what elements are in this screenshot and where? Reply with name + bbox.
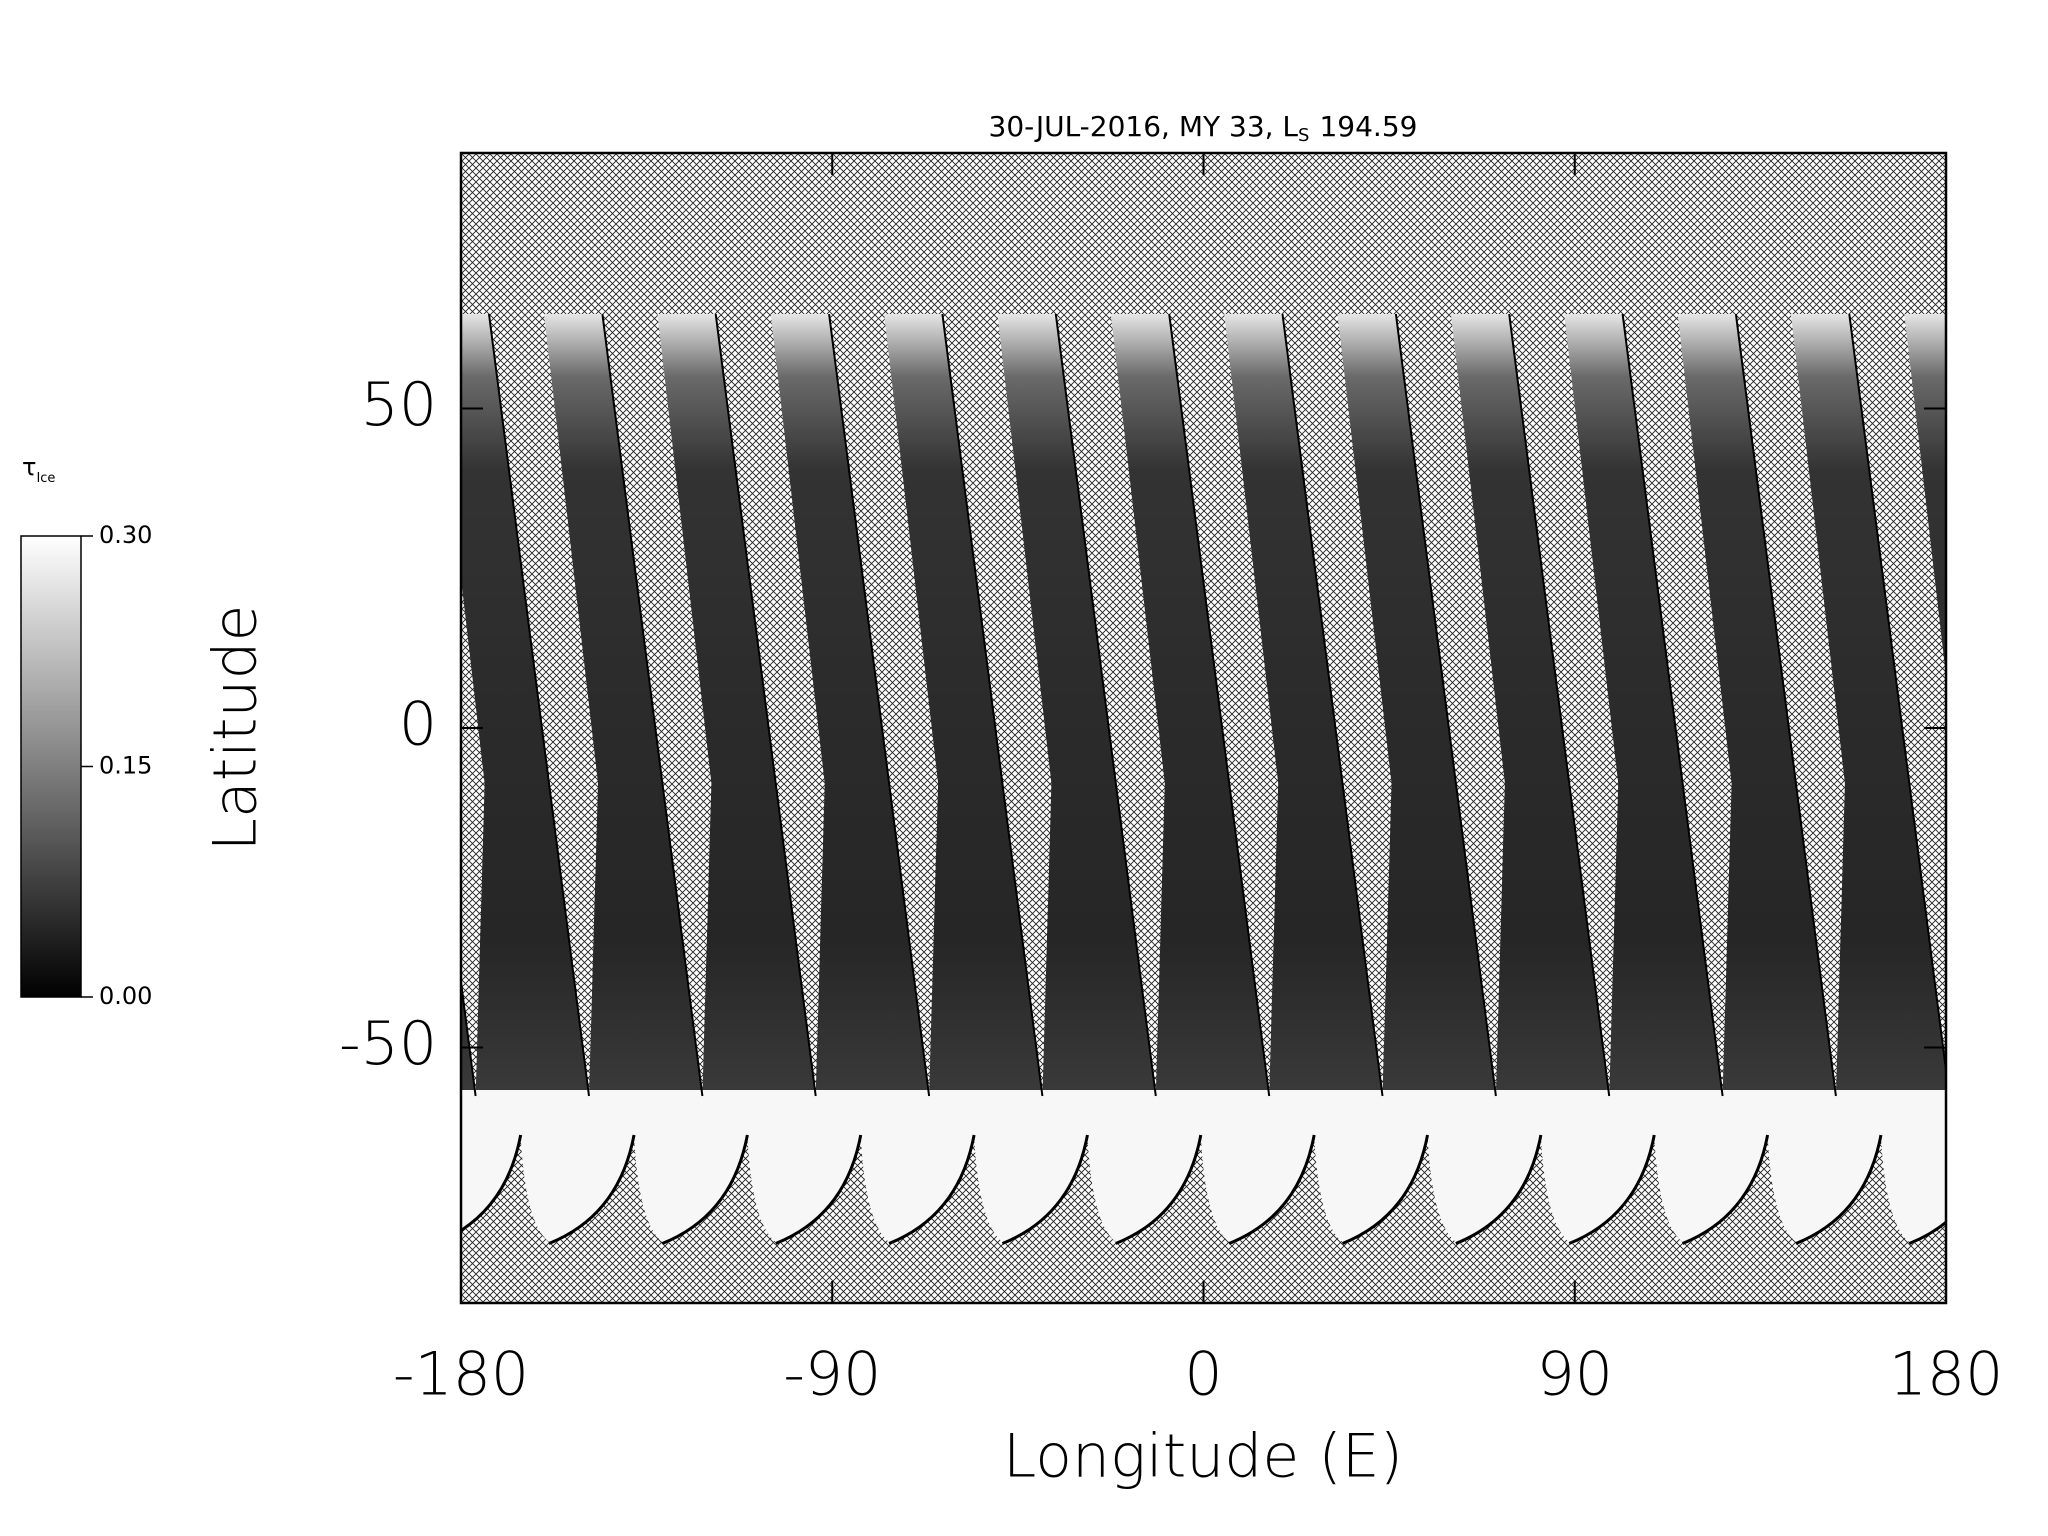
- orbit-gap: [461, 578, 485, 1096]
- polar-edge: [775, 1134, 863, 1245]
- y-tick-label: 0: [399, 690, 437, 760]
- colorbar-tick-label: 0.30: [99, 521, 152, 549]
- colorbar-tick-label: 0.15: [99, 752, 152, 780]
- polar-edge: [1455, 1134, 1543, 1245]
- colorbar-symbol: τ: [22, 453, 36, 481]
- colorbar-label: τIce: [22, 453, 55, 486]
- colorbar-subscript: Ice: [36, 471, 55, 486]
- orbit-edge: [1394, 313, 1497, 1097]
- orbit-gap: [1169, 314, 1279, 1096]
- polar-edge: [1568, 1134, 1656, 1245]
- orbit-edge: [1734, 313, 1837, 1097]
- orbit-edge: [1281, 313, 1384, 1097]
- polar-edge: [1908, 1220, 1946, 1245]
- orbit-edge: [488, 313, 590, 1097]
- polar-edge: [548, 1134, 636, 1245]
- orbit-gap: [1622, 314, 1732, 1096]
- orbit-gap: [1055, 314, 1165, 1096]
- orbit-gap: [602, 314, 712, 1096]
- x-tick-label: -180: [393, 1340, 529, 1410]
- orbit-edge: [714, 313, 817, 1097]
- polar-edge: [1115, 1134, 1203, 1245]
- polar-gap: [1115, 1135, 1236, 1246]
- orbit-edge: [1508, 313, 1611, 1097]
- polar-gap: [662, 1135, 783, 1246]
- polar-edge: [1682, 1134, 1770, 1245]
- y-tick-label: -50: [339, 1009, 437, 1079]
- orbit-edge: [1848, 313, 1946, 1079]
- x-tick-label: 0: [1184, 1340, 1222, 1410]
- x-tick-label: 180: [1889, 1340, 2004, 1410]
- orbit-gap: [1509, 314, 1619, 1096]
- map-image: [461, 153, 2048, 1303]
- title-subscript: S: [1298, 125, 1309, 146]
- orbit-edge: [1054, 313, 1157, 1097]
- colorbar-tick-label: 0.00: [99, 982, 152, 1010]
- polar-edge: [1001, 1134, 1089, 1245]
- colorbar: [20, 535, 82, 998]
- polar-gap: [889, 1135, 1010, 1246]
- orbit-edge: [1168, 313, 1271, 1097]
- polar-edge: [888, 1134, 976, 1245]
- orbit-edge: [601, 313, 704, 1097]
- polar-edge: [661, 1134, 749, 1245]
- orbit-edge: [1621, 313, 1724, 1097]
- orbit-gap: [829, 314, 939, 1096]
- polar-edge: [461, 1134, 523, 1233]
- polar-edge: [2023, 1135, 2048, 1244]
- polar-gap: [775, 1135, 896, 1246]
- polar-gap: [1229, 1135, 1350, 1246]
- y-axis-label: Latitude: [201, 605, 271, 852]
- polar-gap: [1909, 1223, 1946, 1246]
- x-axis-label: Longitude (E): [1003, 1422, 1403, 1492]
- polar-gap: [1569, 1135, 1690, 1246]
- polar-edge: [1795, 1134, 1883, 1245]
- polar-gap: [549, 1135, 669, 1246]
- orbit-gap: [715, 314, 825, 1096]
- polar-gap: [1342, 1135, 1463, 1246]
- polar-edge: [1341, 1134, 1429, 1245]
- orbit-gap: [1849, 314, 1946, 1071]
- polar-gap: [1002, 1135, 1123, 1246]
- orbit-gap: [1735, 314, 1845, 1096]
- y-tick-label: 50: [361, 370, 437, 440]
- orbit-edge: [828, 313, 931, 1097]
- polar-gap: [1455, 1135, 1576, 1246]
- polar-edge: [1228, 1134, 1316, 1245]
- x-tick-label: 90: [1537, 1340, 1613, 1410]
- orbit-edge: [1963, 314, 2048, 1096]
- orbit-gap: [942, 314, 1052, 1096]
- x-tick-label: -90: [783, 1340, 881, 1410]
- orbit-gap: [1282, 314, 1392, 1096]
- orbit-gap: [1395, 314, 1505, 1096]
- polar-gap: [1682, 1135, 1803, 1246]
- orbit-edge: [941, 313, 1044, 1097]
- orbit-gap: [1963, 314, 2048, 1096]
- polar-gap: [1795, 1135, 1916, 1246]
- title-text: 30-JUL-2016, MY 33, L: [989, 110, 1299, 143]
- polar-gap: [461, 1135, 556, 1246]
- orbit-gap: [489, 314, 598, 1096]
- chart-title: 30-JUL-2016, MY 33, LS 194.59: [989, 110, 1418, 146]
- title-suffix: 194.59: [1319, 110, 1417, 143]
- polar-gap: [2023, 1135, 2048, 1246]
